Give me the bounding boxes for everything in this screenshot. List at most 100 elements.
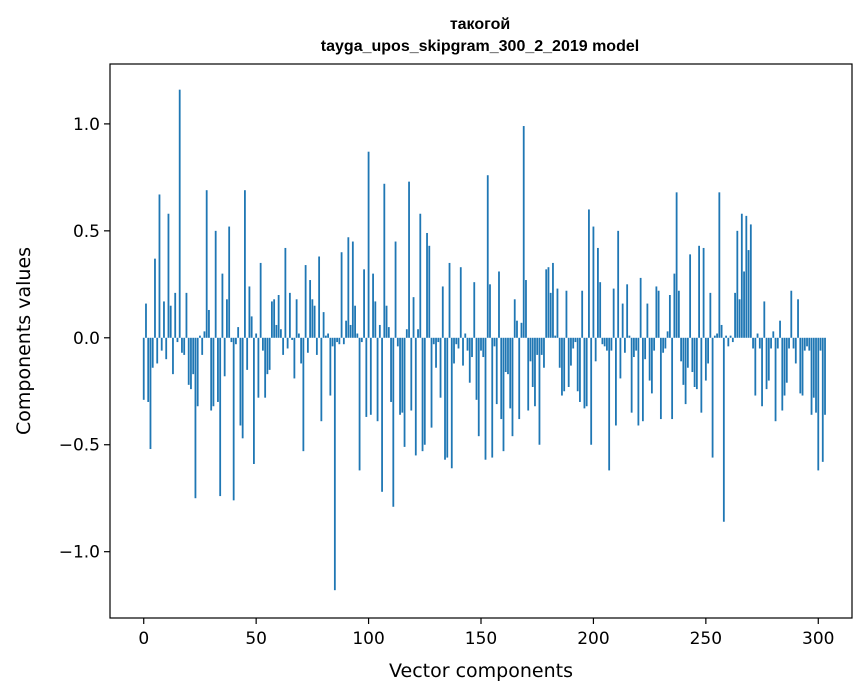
bar [659, 337, 662, 420]
bar [552, 262, 554, 338]
bar [338, 337, 341, 345]
bar [493, 337, 496, 347]
bar [500, 337, 503, 420]
bar [178, 89, 181, 338]
bar [212, 337, 215, 407]
bar [765, 337, 768, 390]
bar [808, 337, 811, 351]
bar [754, 337, 757, 396]
bar [561, 337, 563, 396]
bar [428, 245, 431, 338]
bar [815, 337, 817, 413]
bar [417, 329, 419, 338]
bar [790, 290, 793, 338]
bar [435, 337, 437, 368]
bar [615, 337, 617, 426]
bar [432, 337, 435, 345]
bar [747, 250, 750, 338]
bar [821, 337, 824, 462]
bar [318, 256, 321, 338]
bar [785, 337, 788, 383]
bar [311, 299, 314, 338]
y-tick-label: 0.5 [73, 222, 100, 242]
bar [749, 224, 752, 338]
bar [369, 337, 372, 415]
bar [208, 309, 210, 338]
bar [779, 320, 781, 338]
bar [713, 335, 716, 338]
bar [686, 337, 689, 368]
bar [617, 230, 620, 338]
bar [394, 241, 397, 338]
bar [731, 337, 734, 343]
bar [423, 337, 426, 445]
bar [565, 290, 568, 338]
y-tick-label: −1.0 [59, 543, 100, 563]
bar [621, 303, 624, 338]
bar [633, 337, 635, 358]
bar [331, 337, 334, 347]
bar [259, 262, 262, 338]
bar [439, 337, 442, 398]
bar [666, 331, 669, 338]
bar [603, 337, 606, 347]
bar [554, 335, 557, 338]
bar [743, 271, 745, 338]
bar [414, 337, 417, 456]
y-axis-label: Components values [13, 247, 35, 435]
bar [154, 258, 156, 338]
bar [806, 337, 808, 347]
bar [675, 192, 678, 338]
bar [628, 335, 631, 338]
bar [408, 181, 410, 338]
bar [262, 337, 264, 351]
bar [502, 337, 505, 452]
bar [684, 337, 687, 405]
bar [543, 337, 545, 368]
bar [284, 247, 287, 338]
bar [401, 337, 404, 413]
bar [527, 337, 530, 411]
bar [516, 320, 518, 338]
bar [817, 337, 820, 471]
y-tick-label: −0.5 [59, 436, 100, 456]
bar [309, 280, 312, 338]
bar [282, 337, 285, 355]
bar [455, 337, 458, 345]
bar [513, 299, 516, 338]
bar [720, 324, 723, 338]
bar [653, 337, 656, 351]
bar [172, 337, 174, 375]
bar [583, 337, 586, 409]
bar [558, 337, 561, 368]
bar [797, 299, 799, 338]
bar [480, 337, 482, 351]
bar [163, 301, 165, 338]
bar [360, 337, 363, 343]
bar [315, 337, 318, 355]
x-tick-label: 250 [690, 629, 722, 649]
bar [160, 337, 163, 351]
bar [781, 337, 784, 411]
bar [799, 337, 802, 394]
bar [333, 337, 336, 591]
bar [772, 331, 775, 338]
bar [495, 337, 498, 405]
bar [691, 337, 694, 373]
bar [223, 337, 226, 377]
bar [819, 337, 822, 351]
bar [650, 337, 653, 394]
x-tick-label: 50 [245, 629, 267, 649]
bar [556, 288, 559, 338]
bar [374, 301, 377, 338]
bar [644, 337, 647, 360]
bar [482, 337, 485, 358]
bar [646, 303, 649, 338]
bar [662, 337, 665, 353]
bar [576, 337, 579, 392]
bar [196, 337, 199, 407]
bar [468, 337, 471, 383]
bar [736, 230, 739, 338]
